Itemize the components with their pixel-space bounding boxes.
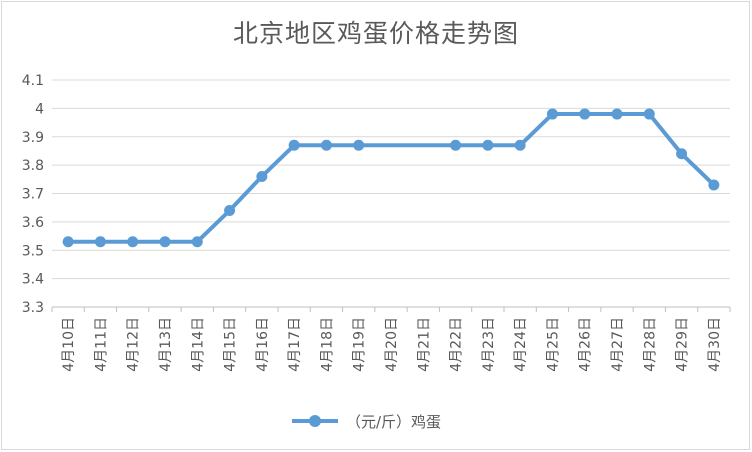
x-tick-label: 4月27日 [610,317,626,372]
data-point [708,179,720,191]
data-point [62,236,74,248]
y-tick-label: 3.4 [22,272,44,288]
x-tick-label: 4月19日 [352,317,368,372]
y-tick-label: 3.6 [22,215,44,231]
gridlines [52,79,730,280]
data-point [224,205,236,217]
x-tick-label: 4月12日 [126,317,142,372]
x-tick-label: 4月11日 [93,317,109,372]
y-tick-label: 3.8 [22,158,44,174]
data-point [514,139,526,151]
x-tick-label: 4月29日 [675,317,691,372]
x-tick-label: 4月24日 [513,317,529,372]
y-tick-label: 3.3 [22,300,44,316]
data-point [159,236,171,248]
x-tick-label: 4月13日 [158,317,174,372]
x-tick-label: 4月21日 [416,317,432,372]
series-line [66,112,716,244]
x-tick-label: 4月25日 [545,317,561,372]
data-point [353,139,365,151]
y-tick-label: 4 [35,101,44,117]
data-point [579,108,591,120]
data-point [191,236,203,248]
data-point [676,148,688,160]
legend-label: （元/斤）鸡蛋 [346,412,442,431]
data-point [256,170,268,182]
x-tick-label: 4月30日 [707,317,723,372]
x-axis [51,306,731,312]
x-tick-label: 4月10日 [61,317,77,372]
legend: （元/斤）鸡蛋 [292,410,441,432]
x-tick-label: 4月15日 [223,317,239,372]
data-point [288,139,300,151]
chart-title: 北京地区鸡蛋价格走势图 [232,19,519,48]
y-axis-ticks: 3.3 3.4 3.5 3.6 3.7 3.8 3.9 4 4.1 [22,73,44,316]
x-tick-label: 4月18日 [319,317,335,372]
x-tick-label: 4月23日 [481,317,497,372]
x-tick-label: 4月17日 [287,317,303,372]
y-tick-label: 3.5 [22,243,44,259]
data-point [450,139,462,151]
x-tick-label: 4月26日 [578,317,594,372]
x-axis-ticks: 4月10日 4月11日 4月12日 4月13日 4月14日 4月15日 4月16日 4月17日… [61,317,723,372]
data-point [94,236,106,248]
x-tick-label: 4月14日 [190,317,206,372]
y-tick-label: 4.1 [22,73,44,89]
x-tick-label: 4月22日 [449,317,465,372]
data-point [611,108,623,120]
y-tick-label: 3.7 [22,187,44,203]
data-point [546,108,558,120]
x-tick-label: 4月20日 [384,317,400,372]
x-tick-label: 4月28日 [642,317,658,372]
series-eggs [62,108,720,248]
legend-marker [292,414,338,428]
data-point [127,236,139,248]
data-point [482,139,494,151]
data-point [643,108,655,120]
x-tick-label: 4月16日 [255,317,271,372]
data-point [320,139,332,151]
y-tick-label: 3.9 [22,130,44,146]
